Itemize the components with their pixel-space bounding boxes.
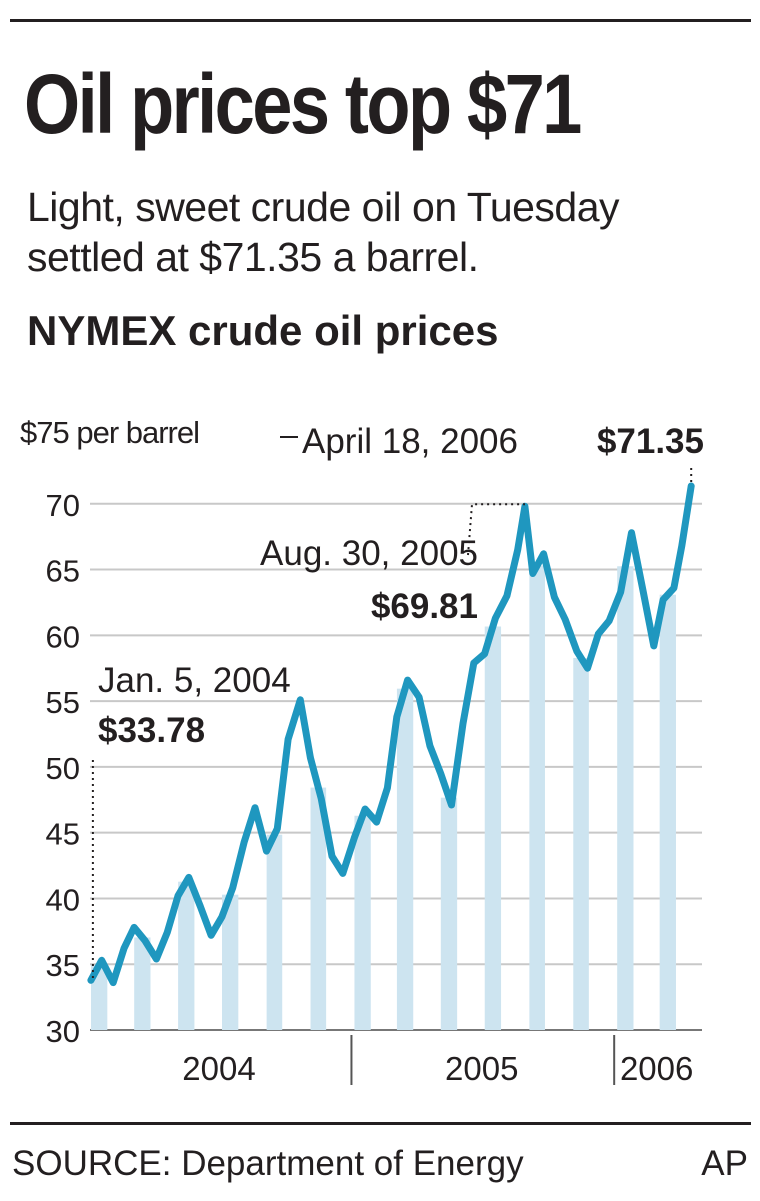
y-tick-label-45: 45 — [46, 817, 80, 852]
agency-credit: AP — [701, 1144, 748, 1183]
annotation-label-apr-2006: April 18, 2006 — [302, 422, 518, 461]
annotation-label-jan-2004: Jan. 5, 2004 — [98, 661, 291, 700]
price-band — [573, 657, 589, 1030]
annotations: Jan. 5, 2004 $33.78 Aug. 30, 2005 $69.81 Apr… — [91, 422, 704, 981]
y-tick-label-50: 50 — [46, 751, 80, 786]
price-band — [484, 626, 502, 1030]
y-tick-label-60: 60 — [46, 619, 80, 654]
annotation-value-jan-2004: $33.78 — [98, 711, 205, 750]
annotation-value-aug-2005: $69.81 — [371, 587, 478, 626]
year-dividers — [350, 1035, 616, 1085]
headline: Oil prices top $71 — [24, 57, 582, 151]
price-line — [87, 482, 695, 987]
price-band — [178, 881, 195, 1030]
price-band — [529, 565, 545, 1030]
y-tick-label-55: 55 — [46, 685, 80, 720]
annotation-label-aug-2005: Aug. 30, 2005 — [260, 534, 478, 573]
x-axis-labels: 2004 2005 2006 — [182, 1050, 693, 1087]
bottom-rule — [10, 1122, 751, 1125]
price-chart: 30 35 40 45 50 55 60 65 70 2004 2005 2006 Jan. 5, … — [20, 415, 704, 1087]
price-band — [440, 797, 458, 1030]
price-line-group — [87, 482, 695, 987]
price-band — [617, 566, 634, 1030]
price-band — [659, 594, 676, 1030]
price-band — [396, 688, 414, 1030]
price-band — [222, 894, 239, 1030]
subheadline: Light, sweet crude oil on Tuesday settle… — [27, 184, 620, 280]
y-tick-label-40: 40 — [46, 882, 80, 917]
price-band — [91, 964, 108, 1030]
y-tick-label-65: 65 — [46, 554, 80, 589]
chart-title: NYMEX crude oil prices — [27, 307, 499, 354]
y-tick-label-35: 35 — [46, 948, 80, 983]
price-band — [266, 834, 283, 1030]
y-axis-label: $75 per barrel — [20, 415, 199, 450]
price-band — [354, 815, 371, 1030]
y-tick-label-30: 30 — [46, 1014, 80, 1049]
price-band — [134, 937, 151, 1030]
x-label-2004: 2004 — [182, 1050, 255, 1087]
x-label-2005: 2005 — [445, 1050, 518, 1087]
x-label-2006: 2006 — [620, 1050, 693, 1087]
top-rule — [10, 19, 751, 22]
price-band — [310, 787, 327, 1030]
source-credit: SOURCE: Department of Energy — [12, 1144, 524, 1183]
y-tick-label-70: 70 — [46, 488, 80, 523]
y-axis-ticks: 30 35 40 45 50 55 60 65 70 — [46, 488, 80, 1049]
price-bands — [91, 565, 676, 1030]
annotation-value-apr-2006: $71.35 — [597, 422, 704, 461]
